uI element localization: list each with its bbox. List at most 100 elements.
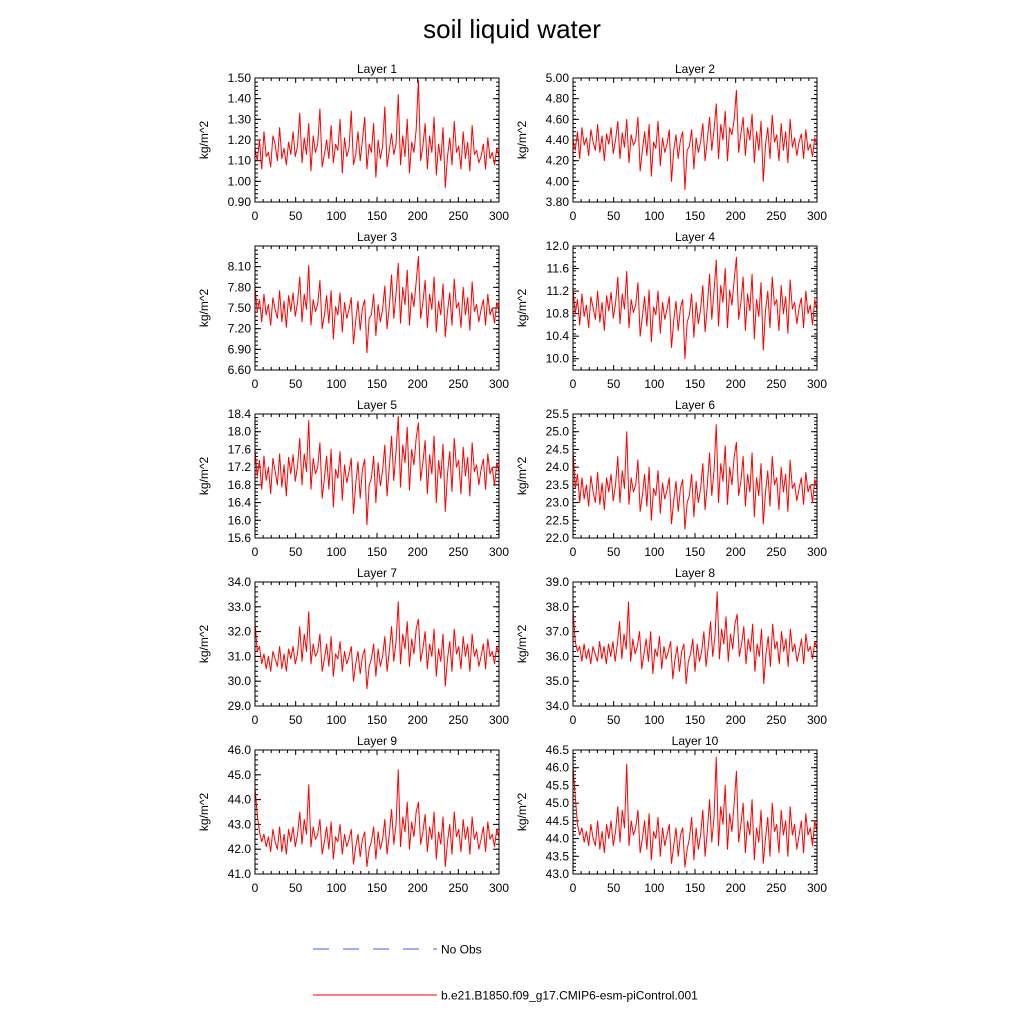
plot-frame <box>254 413 500 539</box>
chart-panel-6: Layer 6 kg/m^2 0 50 100 150 200 250 300 22.0 22.5 2… <box>515 398 827 559</box>
x-tick-label: 250 <box>448 545 468 559</box>
x-tick-label: 150 <box>685 545 705 559</box>
y-tick-label: 41.0 <box>228 867 252 881</box>
y-tick-label: 17.6 <box>228 442 252 456</box>
y-axis-label: kg/m^2 <box>515 457 529 496</box>
y-tick-label: 8.10 <box>228 260 252 274</box>
y-axis-label: kg/m^2 <box>197 625 211 664</box>
series-line <box>254 601 500 690</box>
plot-frame <box>254 581 500 707</box>
panel-title: Layer 8 <box>675 566 715 580</box>
y-tick-label: 39.0 <box>546 575 570 589</box>
x-tick-label: 0 <box>570 713 577 727</box>
panel-title: Layer 2 <box>675 62 715 76</box>
series-line <box>572 89 818 191</box>
y-tick-label: 4.80 <box>546 92 570 106</box>
plot-frame <box>572 413 818 539</box>
y-tick-label: 34.0 <box>228 575 252 589</box>
plot-frame <box>254 77 500 203</box>
x-tick-label: 150 <box>367 713 387 727</box>
x-tick-label: 0 <box>570 881 577 895</box>
x-tick-label: 300 <box>489 377 509 391</box>
x-tick-label: 200 <box>726 209 746 223</box>
y-tick-label: 45.5 <box>546 778 570 792</box>
x-tick-label: 250 <box>766 545 786 559</box>
x-tick-label: 250 <box>766 377 786 391</box>
y-tick-label: 22.5 <box>546 513 570 527</box>
y-tick-label: 23.5 <box>546 478 570 492</box>
chart-panel-2: Layer 2 kg/m^2 0 50 100 150 200 250 300 3.80 4.00 4… <box>515 62 827 223</box>
x-tick-label: 100 <box>326 545 346 559</box>
x-tick-label: 100 <box>326 881 346 895</box>
y-tick-label: 34.0 <box>546 699 570 713</box>
y-tick-label: 32.0 <box>228 625 252 639</box>
y-tick-label: 46.0 <box>228 743 252 757</box>
y-tick-label: 4.20 <box>546 154 570 168</box>
y-tick-label: 35.0 <box>546 674 570 688</box>
y-tick-label: 1.30 <box>228 112 252 126</box>
y-tick-label: 10.8 <box>546 307 570 321</box>
y-tick-label: 6.90 <box>228 342 252 356</box>
x-tick-label: 150 <box>685 377 705 391</box>
x-tick-label: 100 <box>644 881 664 895</box>
x-tick-label: 150 <box>685 713 705 727</box>
y-tick-label: 16.8 <box>228 478 252 492</box>
x-tick-label: 250 <box>448 713 468 727</box>
x-tick-label: 0 <box>252 545 259 559</box>
plot-frame <box>572 581 818 707</box>
chart-panel-3: Layer 3 kg/m^2 0 50 100 150 200 250 300 6.60 6.90 7… <box>197 230 509 391</box>
y-tick-label: 43.0 <box>228 817 252 831</box>
y-tick-label: 37.0 <box>546 625 570 639</box>
x-tick-label: 250 <box>766 209 786 223</box>
y-tick-label: 4.60 <box>546 112 570 126</box>
y-tick-label: 36.0 <box>546 649 570 663</box>
y-tick-label: 38.0 <box>546 600 570 614</box>
y-tick-label: 1.00 <box>228 174 252 188</box>
y-tick-label: 44.5 <box>546 814 570 828</box>
x-tick-label: 100 <box>644 377 664 391</box>
x-tick-label: 100 <box>644 209 664 223</box>
y-tick-label: 31.0 <box>228 649 252 663</box>
x-tick-label: 50 <box>289 713 303 727</box>
panel-title: Layer 9 <box>357 734 397 748</box>
chart-panel-8: Layer 8 kg/m^2 0 50 100 150 200 250 300 34.0 35.0 3… <box>515 566 827 727</box>
plot-frame <box>254 245 500 371</box>
y-tick-label: 12.0 <box>546 239 570 253</box>
y-tick-label: 33.0 <box>228 600 252 614</box>
x-tick-label: 300 <box>489 545 509 559</box>
x-tick-label: 150 <box>367 881 387 895</box>
x-tick-label: 50 <box>607 377 621 391</box>
y-tick-label: 4.40 <box>546 133 570 147</box>
x-tick-label: 250 <box>448 209 468 223</box>
y-axis-label: kg/m^2 <box>515 793 529 832</box>
x-tick-label: 300 <box>807 209 827 223</box>
x-tick-label: 50 <box>289 209 303 223</box>
x-tick-label: 300 <box>489 713 509 727</box>
y-tick-label: 11.6 <box>547 262 570 276</box>
x-tick-label: 150 <box>367 209 387 223</box>
panels-group: Layer 1 kg/m^2 0 50 100 150 200 250 300 0.90 1.00 1… <box>197 62 827 895</box>
x-tick-label: 100 <box>326 209 346 223</box>
panel-title: Layer 4 <box>675 230 715 244</box>
y-tick-label: 25.0 <box>546 425 570 439</box>
y-tick-label: 11.2 <box>547 284 570 298</box>
panel-title: Layer 5 <box>357 398 397 412</box>
y-tick-label: 44.0 <box>228 793 252 807</box>
y-tick-label: 25.5 <box>546 407 570 421</box>
chart-panel-7: Layer 7 kg/m^2 0 50 100 150 200 250 300 29.0 30.0 3… <box>197 566 509 727</box>
x-tick-label: 300 <box>807 881 827 895</box>
chart-panel-5: Layer 5 kg/m^2 0 50 100 150 200 250 300 15.6 16.0 1… <box>197 398 509 559</box>
x-tick-label: 250 <box>766 881 786 895</box>
x-tick-label: 150 <box>685 209 705 223</box>
y-tick-label: 16.4 <box>228 496 252 510</box>
x-tick-label: 0 <box>570 377 577 391</box>
series-line <box>572 756 818 868</box>
y-axis-label: kg/m^2 <box>515 121 529 160</box>
x-tick-label: 0 <box>252 209 259 223</box>
panel-title: Layer 10 <box>672 734 719 748</box>
x-tick-label: 200 <box>408 713 428 727</box>
y-tick-label: 44.0 <box>546 832 570 846</box>
y-tick-label: 24.0 <box>546 460 570 474</box>
plot-frame <box>254 749 500 875</box>
y-tick-label: 43.0 <box>546 867 570 881</box>
